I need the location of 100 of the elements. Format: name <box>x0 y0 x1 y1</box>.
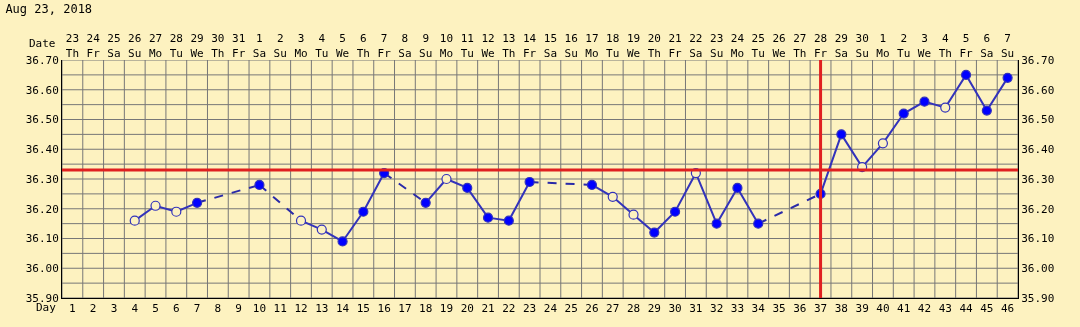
x-tick-label: 12 <box>294 302 308 316</box>
x-tick-label: 6 <box>172 302 180 316</box>
x-tick-label: 16 <box>377 302 391 316</box>
x2-tick-label: 15 Sa <box>543 32 558 60</box>
x-tick-label: 20 <box>460 302 474 316</box>
x2-tick-label: 2 Su <box>273 32 287 60</box>
x2-tick-label: 23 Su <box>710 32 724 60</box>
x-tick-label: 17 <box>398 302 412 316</box>
x-tick-label: 29 <box>647 302 661 316</box>
x-tick-label: 23 <box>522 302 537 316</box>
x-tick-label: 40 <box>876 302 890 316</box>
y2-tick-label: 36.30 <box>1021 172 1055 186</box>
x2-tick-label: 20 Th <box>647 32 661 60</box>
x-tick-label: 42 <box>917 302 932 316</box>
y2-tick-label: 36.10 <box>1021 232 1055 246</box>
y2-tick-label: 36.40 <box>1021 143 1055 157</box>
x2-tick-label: 13 Th <box>502 32 516 60</box>
x-tick-label: 44 <box>959 302 974 316</box>
x2-tick-label: 24 Fr <box>86 32 101 60</box>
x-tick-label: 32 <box>710 302 724 316</box>
x-tick-label: 35 <box>772 302 786 316</box>
x-tick-label: 13 <box>315 302 329 316</box>
x2-tick-label: 21 Fr <box>668 32 683 60</box>
x-tick-label: 7 <box>193 302 201 316</box>
y-tick-label: 36.10 <box>25 232 59 246</box>
x2-tick-label: 5 We <box>335 32 350 60</box>
y-tick-label: 36.60 <box>25 83 59 97</box>
x-tick-label: 41 <box>897 302 911 316</box>
x-tick-label: 43 <box>938 302 952 316</box>
x2-tick-label: 28 Fr <box>813 32 828 60</box>
x2-tick-label: 7 Su <box>1000 32 1015 60</box>
y2-tick-label: 36.60 <box>1021 83 1055 97</box>
x-tick-label: 18 <box>419 302 433 316</box>
x-tick-label: 30 <box>668 302 682 316</box>
y-tick-label: 36.40 <box>25 143 59 157</box>
x-tick-label: 15 <box>356 302 370 316</box>
x2-tick-label: 31 Fr <box>232 32 246 60</box>
x-tick-label: 33 <box>730 302 745 316</box>
y2-tick-label: 36.50 <box>1021 113 1055 127</box>
x2-tick-label: 8 Sa <box>398 32 412 60</box>
x-tick-label: 4 <box>131 302 139 316</box>
x2-tick-label: 6 Sa <box>980 32 994 60</box>
x2-tick-label: 10 Mo <box>439 32 454 60</box>
x-tick-label: 36 <box>793 302 807 316</box>
y2-tick-label: 35.90 <box>1021 291 1055 305</box>
x-tick-label: 34 <box>751 302 766 316</box>
y2-tick-label: 36.00 <box>1021 262 1055 276</box>
x-tick-label: 1 <box>69 302 76 316</box>
x-tick-label: 38 <box>834 302 848 316</box>
x2-tick-label: 22 Sa <box>689 32 703 60</box>
x2-tick-label: 25 Tu <box>751 32 765 60</box>
x-tick-label: 28 <box>626 302 641 316</box>
x-tick-label: 45 <box>980 302 994 316</box>
x-tick-label: 37 <box>813 302 828 316</box>
x-tick-label: 27 <box>606 302 620 316</box>
x-tick-label: 21 <box>481 302 495 316</box>
x2-tick-label: 9 Su <box>419 32 433 60</box>
x2-tick-label: 25 Sa <box>107 32 121 60</box>
y-tick-label: 36.70 <box>25 53 59 67</box>
y-tick-label: 36.50 <box>25 113 59 127</box>
x-tick-label: 10 <box>252 302 267 316</box>
x2-tick-label: 27 Mo <box>148 32 163 60</box>
x-tick-label: 39 <box>855 302 869 316</box>
x-tick-label: 11 <box>273 302 287 316</box>
x2-tick-label: 19 We <box>626 32 641 60</box>
x-tick-label: 9 <box>235 302 242 316</box>
x2-tick-label: 3 Mo <box>294 32 308 60</box>
x2-tick-label: 16 Su <box>564 32 578 60</box>
x-tick-label: 25 <box>564 302 578 316</box>
x2-tick-label: 24 Mo <box>730 32 745 60</box>
chart-title: Aug 23, 2018 <box>5 2 93 17</box>
x2-tick-label: 3 We <box>917 32 932 60</box>
y-tick-label: 36.30 <box>25 172 59 186</box>
x-tick-label: 5 <box>152 302 159 316</box>
x-tick-label: 22 <box>502 302 516 316</box>
x-tick-label: 19 <box>439 302 454 316</box>
x2-tick-label: 5 Fr <box>959 32 974 60</box>
x2-tick-label: 29 We <box>190 32 204 60</box>
x2-tick-label: 26 We <box>772 32 786 60</box>
x-tick-label: 8 <box>214 302 222 316</box>
x2-tick-label: 11 Tu <box>460 32 474 60</box>
x2-tick-label: 12 We <box>481 32 495 60</box>
x2-tick-label: 27 Th <box>793 32 807 60</box>
x2-tick-label: 6 Th <box>356 32 370 60</box>
x-tick-label: 24 <box>543 302 558 316</box>
x2-tick-label: 23 Th <box>65 32 80 60</box>
x-tick-label: 14 <box>335 302 350 316</box>
x2-axis-title: Date <box>29 37 56 50</box>
x2-tick-label: 2 Tu <box>897 32 911 60</box>
x2-tick-label: 1 Sa <box>252 32 267 60</box>
y2-tick-label: 36.70 <box>1021 53 1055 67</box>
x2-tick-label: 18 Tu <box>606 32 620 60</box>
x2-tick-label: 28 Tu <box>169 32 183 60</box>
x2-tick-label: 26 Su <box>128 32 142 60</box>
x-tick-label: 31 <box>689 302 703 316</box>
x2-tick-label: 17 Mo <box>585 32 599 60</box>
x-tick-label: 46 <box>1000 302 1015 316</box>
x-tick-label: 26 <box>585 302 599 316</box>
x2-tick-label: 4 Tu <box>315 32 329 60</box>
y2-tick-label: 36.20 <box>1021 202 1055 216</box>
